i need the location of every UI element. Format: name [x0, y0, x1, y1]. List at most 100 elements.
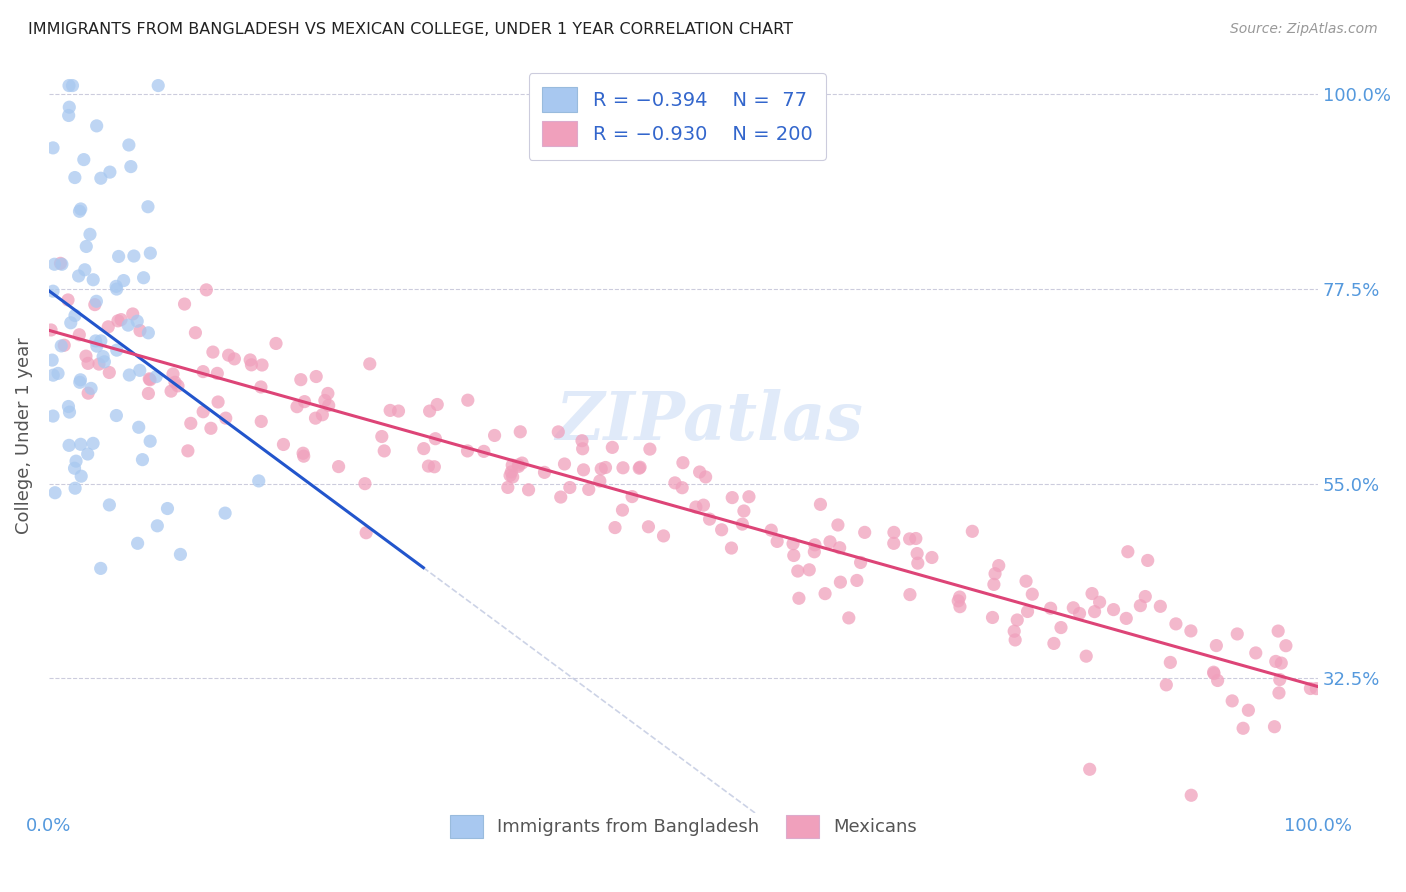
- Point: [419, 404, 441, 418]
- Point: [67, 268, 90, 283]
- Point: [1004, 632, 1026, 647]
- Point: [502, 470, 524, 484]
- Point: [87, 357, 110, 371]
- Point: [1002, 624, 1025, 639]
- Point: [595, 460, 617, 475]
- Point: [1017, 605, 1039, 619]
- Point: [42, 409, 65, 423]
- Point: [328, 459, 350, 474]
- Point: [184, 326, 207, 340]
- Point: [201, 345, 224, 359]
- Point: [983, 577, 1005, 591]
- Point: [120, 160, 142, 174]
- Point: [127, 536, 149, 550]
- Point: [731, 517, 754, 532]
- Point: [180, 417, 202, 431]
- Point: [1081, 586, 1104, 600]
- Point: [73, 153, 96, 167]
- Point: [86, 294, 108, 309]
- Point: [1205, 639, 1227, 653]
- Point: [496, 480, 519, 494]
- Text: Source: ZipAtlas.com: Source: ZipAtlas.com: [1230, 22, 1378, 37]
- Point: [578, 483, 600, 497]
- Point: [457, 393, 479, 408]
- Point: [58, 400, 80, 414]
- Point: [177, 443, 200, 458]
- Point: [418, 459, 440, 474]
- Point: [761, 523, 783, 537]
- Point: [107, 250, 129, 264]
- Point: [1102, 602, 1125, 616]
- Point: [250, 358, 273, 372]
- Point: [75, 239, 97, 253]
- Point: [118, 368, 141, 382]
- Point: [571, 434, 593, 448]
- Point: [145, 369, 167, 384]
- Point: [1180, 624, 1202, 638]
- Point: [273, 437, 295, 451]
- Point: [1021, 587, 1043, 601]
- Point: [558, 481, 581, 495]
- Point: [218, 348, 240, 362]
- Point: [783, 549, 806, 563]
- Point: [105, 343, 128, 358]
- Point: [305, 369, 328, 384]
- Point: [69, 376, 91, 390]
- Point: [1062, 600, 1084, 615]
- Point: [371, 429, 394, 443]
- Point: [93, 355, 115, 369]
- Point: [292, 449, 315, 463]
- Point: [240, 358, 263, 372]
- Point: [53, 338, 76, 352]
- Point: [472, 444, 495, 458]
- Point: [90, 334, 112, 348]
- Point: [59, 316, 82, 330]
- Point: [105, 282, 128, 296]
- Point: [58, 438, 80, 452]
- Point: [1149, 599, 1171, 614]
- Point: [1232, 721, 1254, 735]
- Point: [898, 588, 921, 602]
- Point: [1264, 655, 1286, 669]
- Point: [499, 468, 522, 483]
- Point: [62, 78, 84, 93]
- Point: [1076, 649, 1098, 664]
- Point: [250, 414, 273, 428]
- Point: [782, 537, 804, 551]
- Point: [517, 483, 540, 497]
- Point: [42, 368, 65, 383]
- Point: [1202, 665, 1225, 680]
- Point: [131, 452, 153, 467]
- Point: [86, 339, 108, 353]
- Point: [79, 227, 101, 242]
- Point: [58, 405, 80, 419]
- Point: [612, 460, 634, 475]
- Point: [378, 403, 401, 417]
- Point: [44, 257, 66, 271]
- Point: [550, 490, 572, 504]
- Point: [484, 428, 506, 442]
- Point: [58, 78, 80, 93]
- Point: [69, 204, 91, 219]
- Point: [720, 541, 742, 555]
- Point: [83, 298, 105, 312]
- Point: [685, 500, 707, 514]
- Point: [63, 461, 86, 475]
- Point: [191, 405, 214, 419]
- Point: [1220, 694, 1243, 708]
- Point: [117, 318, 139, 332]
- Point: [1268, 686, 1291, 700]
- Point: [69, 437, 91, 451]
- Point: [628, 461, 651, 475]
- Point: [387, 404, 409, 418]
- Point: [766, 534, 789, 549]
- Point: [671, 481, 693, 495]
- Point: [318, 398, 340, 412]
- Point: [156, 501, 179, 516]
- Point: [105, 279, 128, 293]
- Point: [799, 563, 821, 577]
- Point: [628, 460, 651, 475]
- Point: [425, 432, 447, 446]
- Point: [90, 561, 112, 575]
- Point: [162, 367, 184, 381]
